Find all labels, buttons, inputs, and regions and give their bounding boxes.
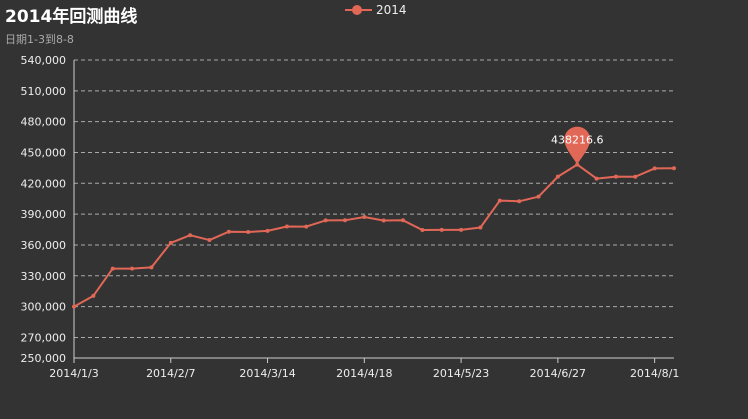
chart-title: 2014年回测曲线: [5, 7, 138, 27]
x-tick-label: 2014/2/7: [146, 367, 195, 380]
data-point: [110, 266, 115, 271]
data-point: [168, 240, 173, 245]
y-tick-label: 300,000: [21, 301, 67, 314]
y-tick-label: 390,000: [21, 208, 67, 221]
data-point: [401, 218, 406, 223]
data-point: [613, 174, 618, 179]
y-tick-label: 540,000: [21, 54, 67, 67]
x-tick-label: 2014/1/3: [49, 367, 98, 380]
mark-point-label: 438216.6: [551, 134, 604, 147]
data-point: [497, 198, 502, 203]
data-point: [130, 266, 135, 271]
y-tick-label: 450,000: [21, 146, 67, 159]
data-point: [246, 230, 251, 235]
y-tick-label: 480,000: [21, 116, 67, 129]
data-point: [72, 304, 76, 309]
data-point: [517, 199, 522, 204]
data-point: [284, 224, 289, 229]
legend-marker-icon: [345, 3, 372, 17]
data-point: [91, 293, 96, 298]
data-point: [207, 238, 212, 243]
data-point: [265, 228, 270, 233]
data-point: [459, 227, 464, 232]
chart-subtitle: 日期1-3到8-8: [5, 33, 74, 46]
data-point: [594, 176, 599, 181]
mark-point-pin: [564, 126, 591, 165]
x-tick-label: 2014/4/18: [336, 367, 392, 380]
y-tick-label: 360,000: [21, 239, 67, 252]
series-line-2014: [73, 163, 675, 308]
data-point: [342, 218, 347, 223]
data-point: [381, 218, 386, 223]
data-point: [420, 227, 425, 232]
data-point: [323, 218, 328, 223]
x-tick-label: 2014/3/14: [239, 367, 295, 380]
y-tick-label: 330,000: [21, 270, 67, 283]
data-point: [149, 265, 154, 270]
data-point: [362, 215, 367, 220]
legend-label: 2014: [376, 3, 407, 17]
x-tick-label: 2014/8/1: [630, 367, 679, 380]
x-tick-label: 2014/6/27: [530, 367, 586, 380]
data-point: [226, 229, 231, 234]
data-point: [304, 224, 309, 229]
legend-item-2014[interactable]: 2014: [345, 3, 407, 17]
data-point: [439, 227, 444, 232]
y-tick-label: 510,000: [21, 85, 67, 98]
data-point: [555, 174, 560, 179]
data-point: [652, 166, 657, 171]
data-point: [536, 194, 541, 199]
data-point: [188, 233, 193, 238]
data-point: [633, 174, 638, 179]
x-tick-label: 2014/5/23: [433, 367, 489, 380]
data-point: [478, 225, 483, 230]
y-tick-label: 270,000: [21, 331, 67, 344]
data-point: [672, 166, 676, 171]
y-tick-label: 420,000: [21, 177, 67, 190]
y-tick-label: 250,000: [21, 352, 67, 365]
